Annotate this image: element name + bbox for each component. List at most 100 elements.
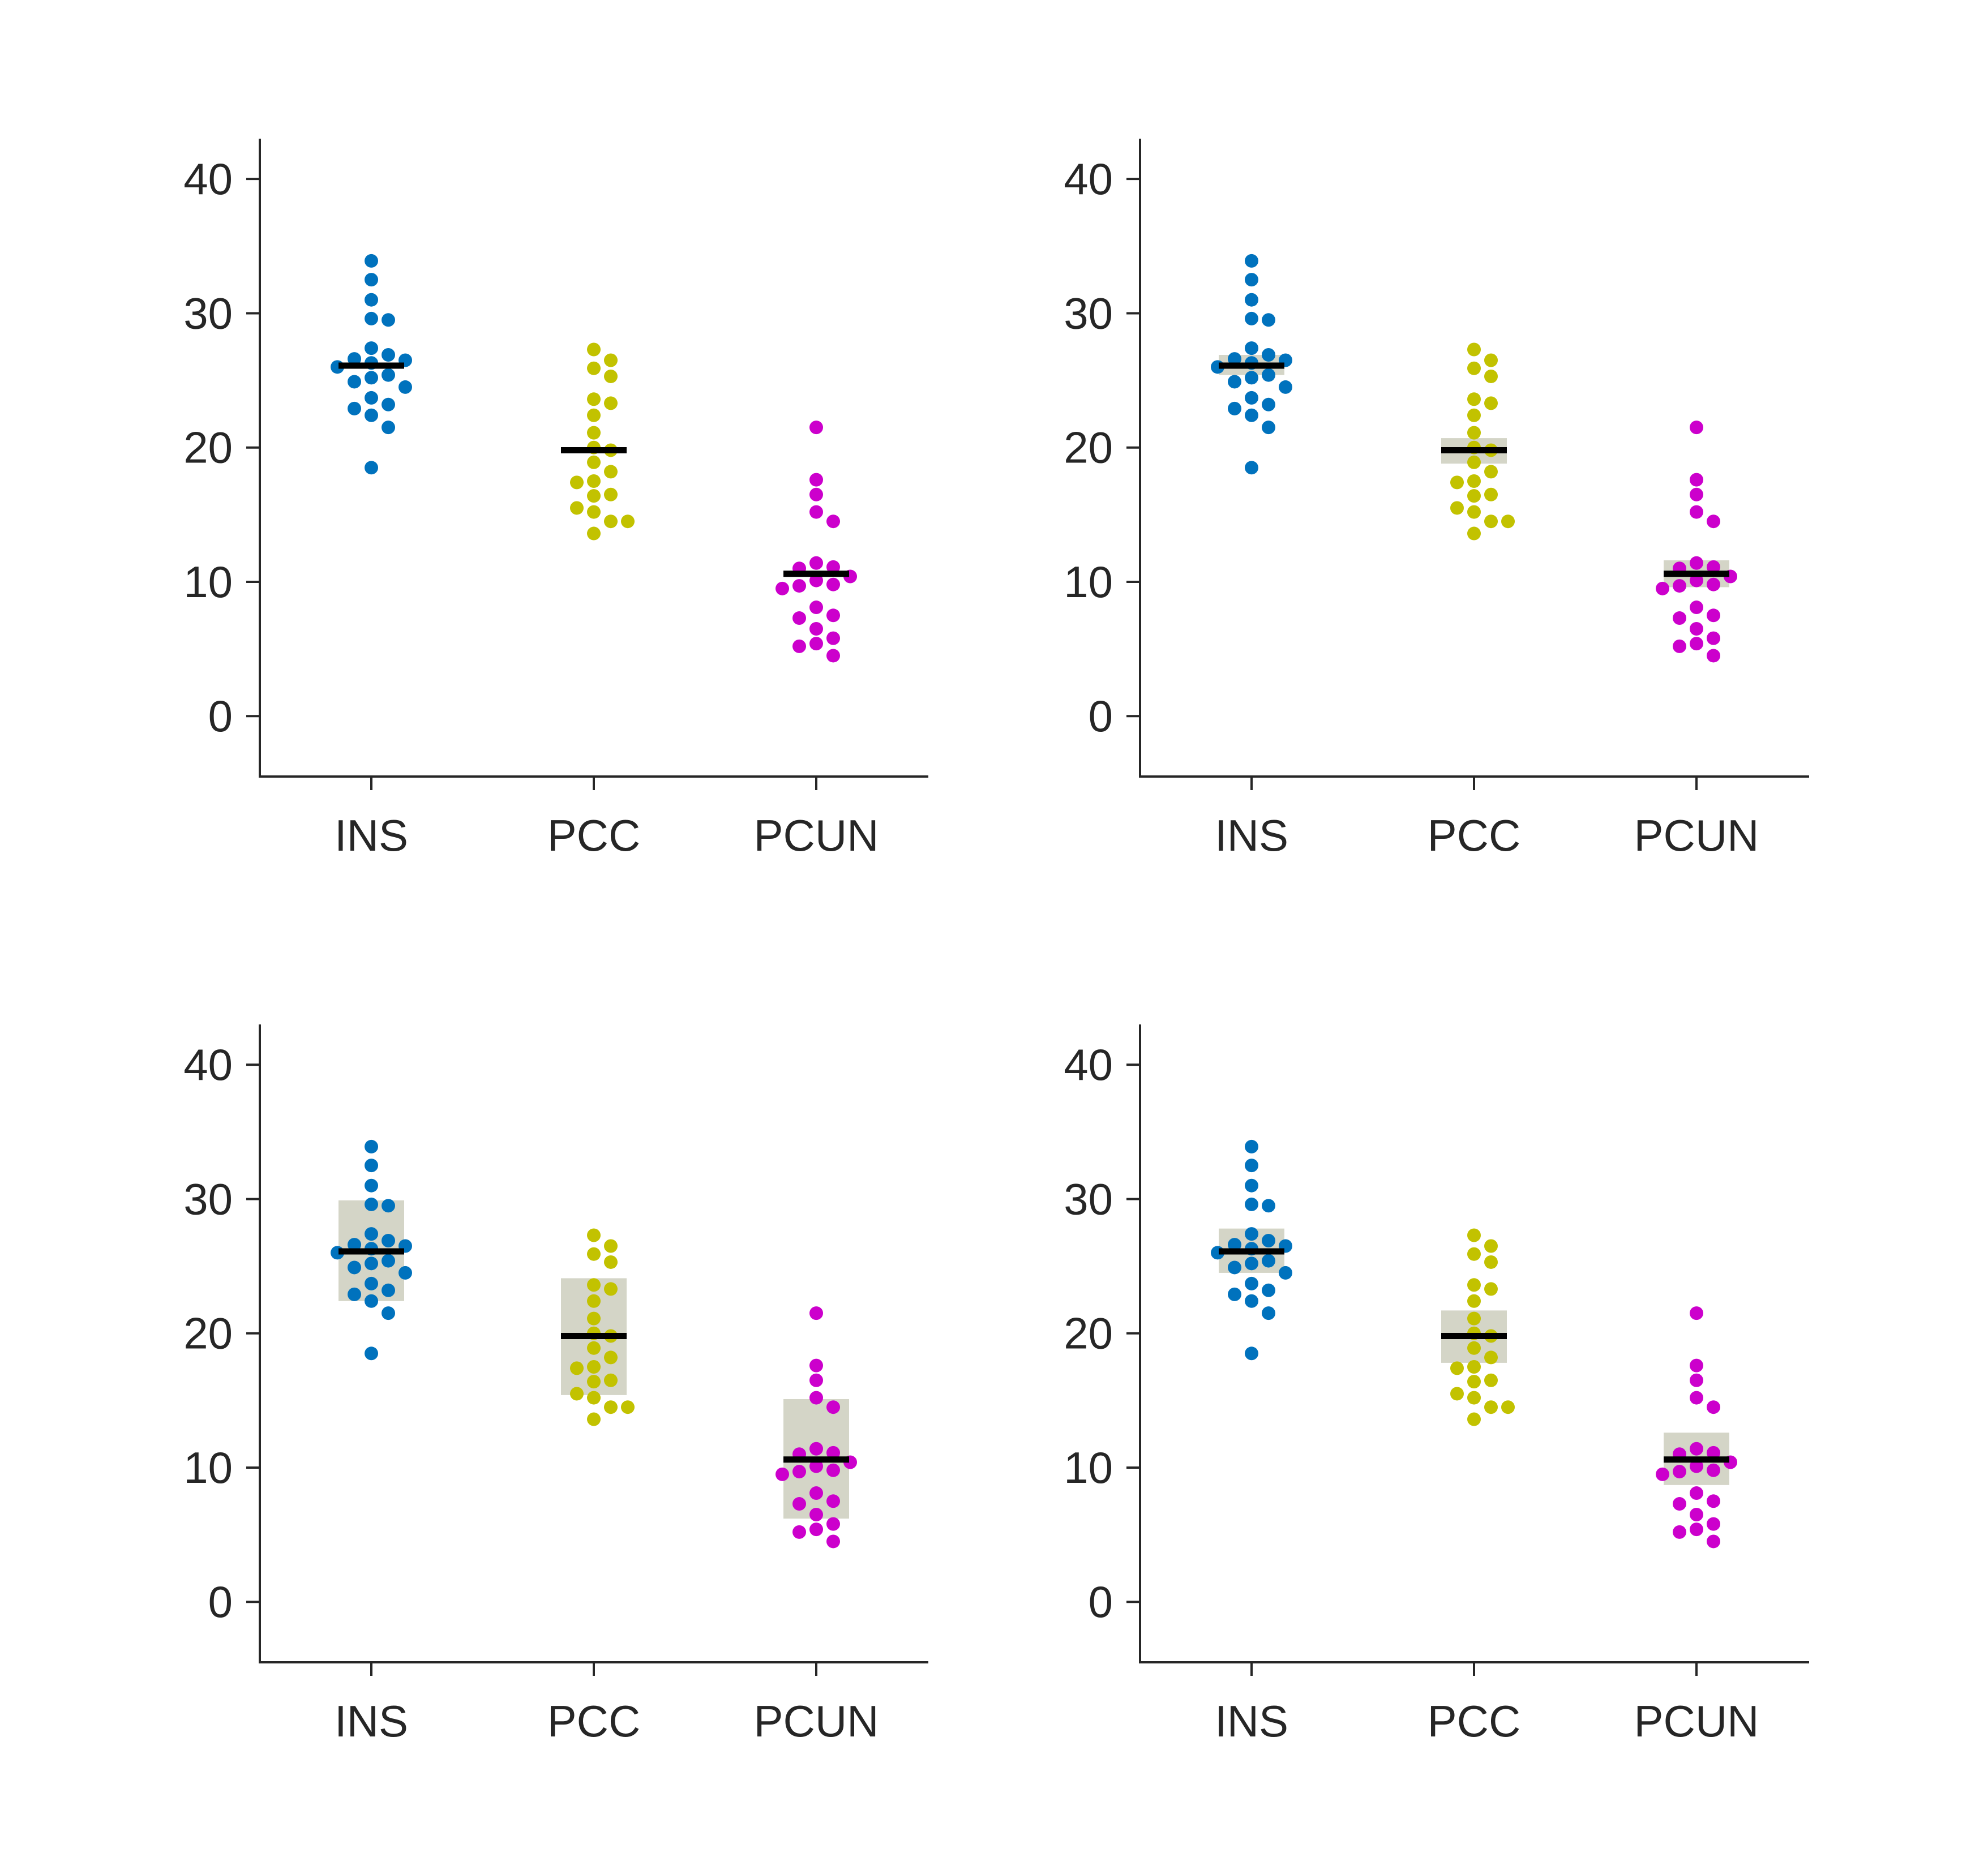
data-point-pcc [587,1278,601,1292]
x-tick-label-pcc: PCC [1428,810,1521,860]
data-point-pcun [809,1459,823,1473]
data-point-pcc [587,342,601,357]
data-point-pcc [587,1311,601,1326]
data-point-ins [382,313,395,327]
data-point-pcc [1467,1375,1481,1389]
data-point-pcc [587,1391,601,1405]
data-point-pcc [604,487,618,501]
data-point-pcun [809,1358,823,1373]
data-point-pcun [1690,1373,1703,1387]
data-point-pcun [1707,1517,1720,1531]
data-point-pcc [587,1360,601,1374]
data-point-ins [1245,1294,1258,1308]
data-point-ins [365,1139,378,1153]
data-point-ins [382,368,395,382]
data-point-ins [1245,1276,1258,1290]
data-point-pcun [792,639,806,653]
data-point-pcun [1707,608,1720,623]
data-point-pcun [809,1442,823,1456]
data-point-pcun [1690,1442,1703,1456]
x-tick-label-ins: INS [335,1696,408,1746]
data-point-pcc [1484,1282,1498,1296]
y-tick-label: 20 [183,423,233,473]
data-point-pcc [1467,455,1481,469]
data-point-pcun [1690,1459,1703,1473]
data-point-pcun [809,1391,823,1405]
data-point-pcun [1690,1358,1703,1373]
data-point-pcun [809,622,823,636]
data-point-pcun [1690,1306,1703,1320]
data-point-pcun [1656,581,1669,595]
data-point-pcun [826,649,840,663]
data-point-ins [1245,1256,1258,1271]
data-point-ins [365,1178,378,1193]
data-point-ins [365,1159,378,1173]
data-point-ins [348,352,361,366]
data-point-pcc [570,475,584,490]
data-point-pcc [1467,505,1481,519]
data-point-ins [365,371,378,385]
data-point-ins [1245,461,1258,475]
data-point-pcun [809,1523,823,1537]
data-point-pcun [1673,1497,1686,1511]
data-point-pcc [604,1239,618,1253]
data-point-pcc [587,408,601,422]
y-tick-label: 30 [183,288,233,338]
data-point-pcun [826,560,840,574]
data-point-ins [1245,254,1258,268]
data-point-pcun [1707,1463,1720,1477]
data-point-ins [1262,1199,1275,1213]
data-point-ins [1262,421,1275,435]
data-point-ins [1228,401,1241,415]
data-point-pcun [1673,579,1686,593]
data-point-pcc [604,465,618,479]
data-point-ins [382,1283,395,1297]
y-tick-label: 10 [183,1443,233,1493]
data-point-pcc [1484,1239,1498,1253]
data-point-pcc [1484,514,1498,529]
y-tick-label: 30 [183,1174,233,1224]
data-point-pcc [570,1361,584,1375]
data-point-pcun [792,1465,806,1479]
data-point-ins [1245,391,1258,405]
data-point-pcc [1467,1360,1481,1374]
data-point-pcun [826,1400,840,1414]
y-tick-label: 10 [1064,1443,1113,1493]
data-point-ins [1245,1197,1258,1211]
data-point-ins [382,397,395,411]
data-point-pcun [1673,639,1686,653]
y-tick-label: 40 [183,1040,233,1090]
data-point-pcc [587,526,601,541]
panel-top-right: 0 10 20 30 40 INS PCC PCUN [1064,139,1809,860]
data-point-ins [1245,1227,1258,1241]
panel-bottom-left: 0 10 20 30 40 INS PCC PCUN [183,1024,928,1746]
data-point-pcc [587,1247,601,1261]
axes-frame [259,139,928,778]
data-point-ins [365,461,378,475]
y-tick-label: 10 [183,557,233,607]
data-point-pcc [587,1228,601,1242]
data-point-pcun [776,581,789,595]
x-tick-label-pcc: PCC [547,1696,641,1746]
x-tick-label-pcun: PCUN [753,810,879,860]
data-point-pcc [1484,396,1498,410]
data-point-pcun [1690,487,1703,501]
data-point-pcc [621,1400,635,1414]
data-point-pcun [792,1525,806,1539]
data-point-ins [1245,1178,1258,1193]
data-point-ins [1262,1254,1275,1268]
data-point-pcc [604,396,618,410]
data-point-ins [348,401,361,415]
data-point-ins [365,254,378,268]
data-point-ins [1245,1139,1258,1153]
data-point-pcun [1690,473,1703,487]
data-point-ins [365,1294,378,1308]
y-tick-label: 30 [1064,1174,1113,1224]
data-point-pcc [1450,1361,1464,1375]
data-point-pcc [604,1373,618,1387]
data-point-ins [1245,293,1258,307]
x-tick-label-pcun: PCUN [1634,810,1759,860]
data-point-ins [382,348,395,362]
data-point-pcun [1690,1523,1703,1537]
data-point-pcun [792,1497,806,1511]
